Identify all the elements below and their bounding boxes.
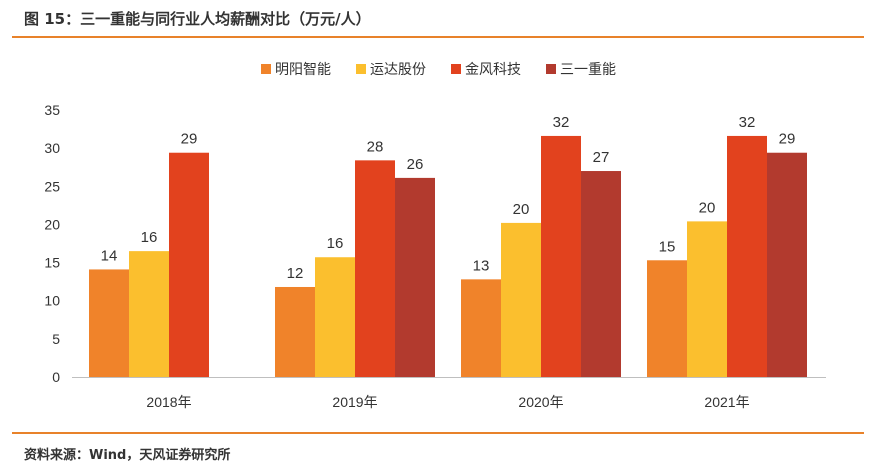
y-tick-label: 20 [44, 216, 60, 232]
data-label: 15 [659, 238, 676, 255]
top-divider [12, 36, 864, 38]
y-tick-label: 25 [44, 178, 60, 194]
data-label: 27 [593, 149, 610, 166]
legend-swatch [261, 64, 271, 74]
legend-label: 运达股份 [370, 62, 426, 78]
bar-2-3 [501, 222, 541, 377]
source-note: 资料来源：Wind，天风证券研究所 [24, 448, 231, 463]
bar-3-2 [355, 160, 395, 377]
legend-swatch [451, 64, 461, 74]
bar-1-4 [647, 260, 687, 377]
data-label: 32 [553, 114, 570, 131]
y-tick-label: 0 [52, 369, 60, 385]
x-tick-label: 2018年 [146, 394, 191, 410]
data-label: 28 [367, 138, 384, 155]
bar-2-2 [315, 257, 355, 377]
bar-1-2 [275, 286, 315, 377]
bar-chart: 0 5 10 15 20 25 30 35 14 12 13 15 16 16 20 20 29 28 32 32 26… [44, 62, 826, 410]
y-tick-label: 5 [52, 331, 60, 347]
data-label: 20 [699, 199, 716, 216]
data-label: 26 [407, 156, 424, 173]
bar-4-4 [767, 152, 807, 377]
data-label: 32 [739, 114, 756, 131]
data-label: 13 [473, 257, 490, 274]
bar-3-1 [169, 152, 209, 377]
legend-swatch [546, 64, 556, 74]
bar-1-3 [461, 279, 501, 377]
y-tick-label: 15 [44, 255, 60, 271]
data-label: 12 [287, 265, 304, 282]
bottom-divider [12, 432, 864, 434]
data-label: 29 [779, 131, 796, 148]
y-tick-label: 10 [44, 293, 60, 309]
y-tick-label: 30 [44, 140, 60, 156]
legend-label: 三一重能 [560, 62, 616, 78]
bar-4-2 [395, 177, 435, 377]
data-label: 16 [141, 229, 158, 246]
legend-swatch [356, 64, 366, 74]
x-tick-label: 2021年 [704, 394, 749, 410]
data-label: 16 [327, 235, 344, 252]
chart-title: 图 15：三一重能与同行业人均薪酬对比（万元/人） [24, 10, 371, 28]
y-tick-label: 35 [44, 102, 60, 118]
bar-4-3 [581, 171, 621, 377]
data-label: 20 [513, 201, 530, 218]
bar-3-4 [727, 135, 767, 377]
bar-1-1 [89, 269, 129, 377]
bar-2-1 [129, 251, 169, 377]
bar-2-4 [687, 221, 727, 377]
data-label: 29 [181, 131, 198, 148]
data-label: 14 [101, 247, 118, 264]
legend-label: 金风科技 [465, 62, 521, 78]
legend-label: 明阳智能 [275, 62, 331, 78]
x-tick-label: 2019年 [332, 394, 377, 410]
bar-3-3 [541, 135, 581, 377]
x-tick-label: 2020年 [518, 394, 563, 410]
